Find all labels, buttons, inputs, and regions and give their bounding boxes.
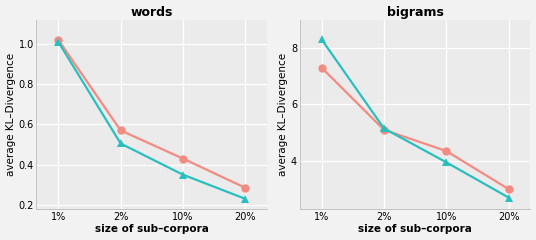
X-axis label: size of sub–corpora: size of sub–corpora — [358, 224, 472, 234]
Y-axis label: average KL–Divergence: average KL–Divergence — [278, 53, 288, 176]
Title: words: words — [131, 6, 173, 18]
Title: bigrams: bigrams — [386, 6, 444, 18]
X-axis label: size of sub–corpora: size of sub–corpora — [95, 224, 209, 234]
Y-axis label: average KL–Divergence: average KL–Divergence — [5, 53, 16, 176]
